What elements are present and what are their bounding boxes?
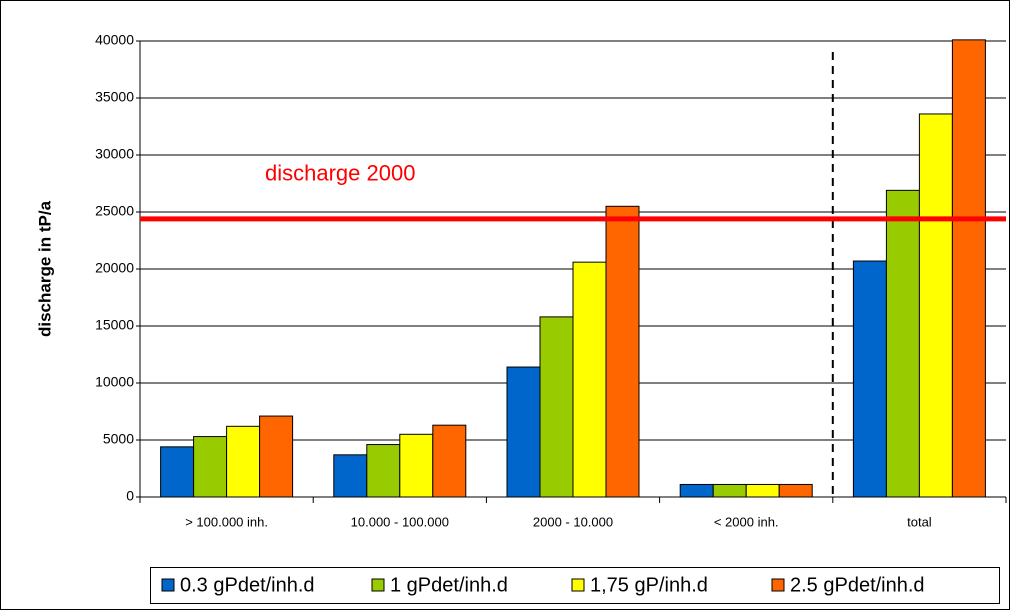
bar xyxy=(885,189,920,498)
bar xyxy=(605,205,640,498)
bar xyxy=(745,483,780,498)
bar xyxy=(778,483,813,498)
y-tick-label: 10000 xyxy=(95,374,134,390)
legend-label: 0.3 gPdet/inh.d xyxy=(180,574,315,596)
bar xyxy=(160,446,195,498)
bar xyxy=(506,366,541,498)
legend-swatch xyxy=(161,578,175,592)
y-tick-label: 25000 xyxy=(95,203,134,219)
legend-swatch xyxy=(771,578,785,592)
legend-label: 1,75 gP/inh.d xyxy=(590,574,708,596)
legend-label: 2.5 gPdet/inh.d xyxy=(790,574,925,596)
x-tick-label: 10.000 - 100.000 xyxy=(351,514,449,529)
y-tick-label: 5000 xyxy=(103,431,134,447)
y-tick-label: 20000 xyxy=(95,260,134,276)
bar xyxy=(259,415,294,498)
legend-label: 1 gPdet/inh.d xyxy=(390,574,508,596)
bar xyxy=(539,316,574,498)
bar xyxy=(712,483,747,498)
bar xyxy=(399,433,434,498)
x-tick-label: < 2000 inh. xyxy=(714,514,779,529)
legend-swatch xyxy=(571,578,585,592)
y-axis-label: discharge in tP/a xyxy=(35,200,54,337)
legend-swatch xyxy=(371,578,385,592)
x-tick-label: total xyxy=(907,514,932,529)
bar xyxy=(852,260,887,498)
y-tick-label: 15000 xyxy=(95,317,134,333)
bar xyxy=(366,444,401,498)
y-tick-label: 30000 xyxy=(95,146,134,162)
bar xyxy=(572,261,607,498)
y-tick-label: 35000 xyxy=(95,89,134,105)
bar xyxy=(432,424,467,498)
reference-label: discharge 2000 xyxy=(265,161,415,186)
bar xyxy=(918,113,953,498)
bar xyxy=(679,483,714,498)
x-tick-label: > 100.000 inh. xyxy=(185,514,268,529)
bar xyxy=(193,436,228,498)
x-tick-label: 2000 - 10.000 xyxy=(533,514,613,529)
bar xyxy=(226,425,261,498)
y-tick-label: 40000 xyxy=(95,32,134,48)
y-tick-label: 0 xyxy=(126,488,134,504)
bar xyxy=(951,39,986,498)
bar xyxy=(333,454,368,498)
